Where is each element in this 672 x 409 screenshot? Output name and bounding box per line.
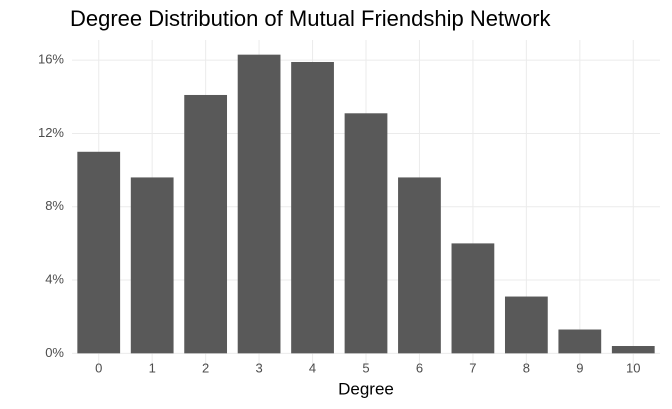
bar: [504, 296, 548, 354]
x-tick-label: 0: [95, 360, 102, 375]
x-tick-label: 9: [576, 360, 583, 375]
bar: [184, 94, 228, 354]
x-tick-label: 4: [309, 360, 316, 375]
x-tick-label: 7: [469, 360, 476, 375]
x-tick-label: 1: [149, 360, 156, 375]
x-tick-label: 5: [362, 360, 369, 375]
y-tick-label: 8%: [45, 198, 64, 213]
y-tick-label: 0%: [45, 345, 64, 360]
bar: [237, 54, 281, 354]
bar: [611, 346, 655, 354]
bar: [398, 177, 441, 354]
x-tick-label: 8: [523, 360, 530, 375]
y-tick-label: 12%: [38, 125, 64, 140]
x-tick-label: 2: [202, 360, 209, 375]
x-axis-label: Degree: [338, 379, 394, 398]
x-tick-label: 3: [255, 360, 262, 375]
bar: [344, 113, 388, 354]
chart-title: Degree Distribution of Mutual Friendship…: [70, 6, 552, 31]
y-tick-label: 16%: [38, 52, 64, 67]
bar: [291, 61, 334, 354]
x-tick-label: 10: [626, 360, 640, 375]
bar: [451, 243, 495, 354]
bar: [558, 329, 602, 354]
x-tick-label: 6: [416, 360, 423, 375]
bar: [77, 151, 121, 354]
bar: [130, 177, 174, 354]
y-tick-label: 4%: [45, 271, 64, 286]
